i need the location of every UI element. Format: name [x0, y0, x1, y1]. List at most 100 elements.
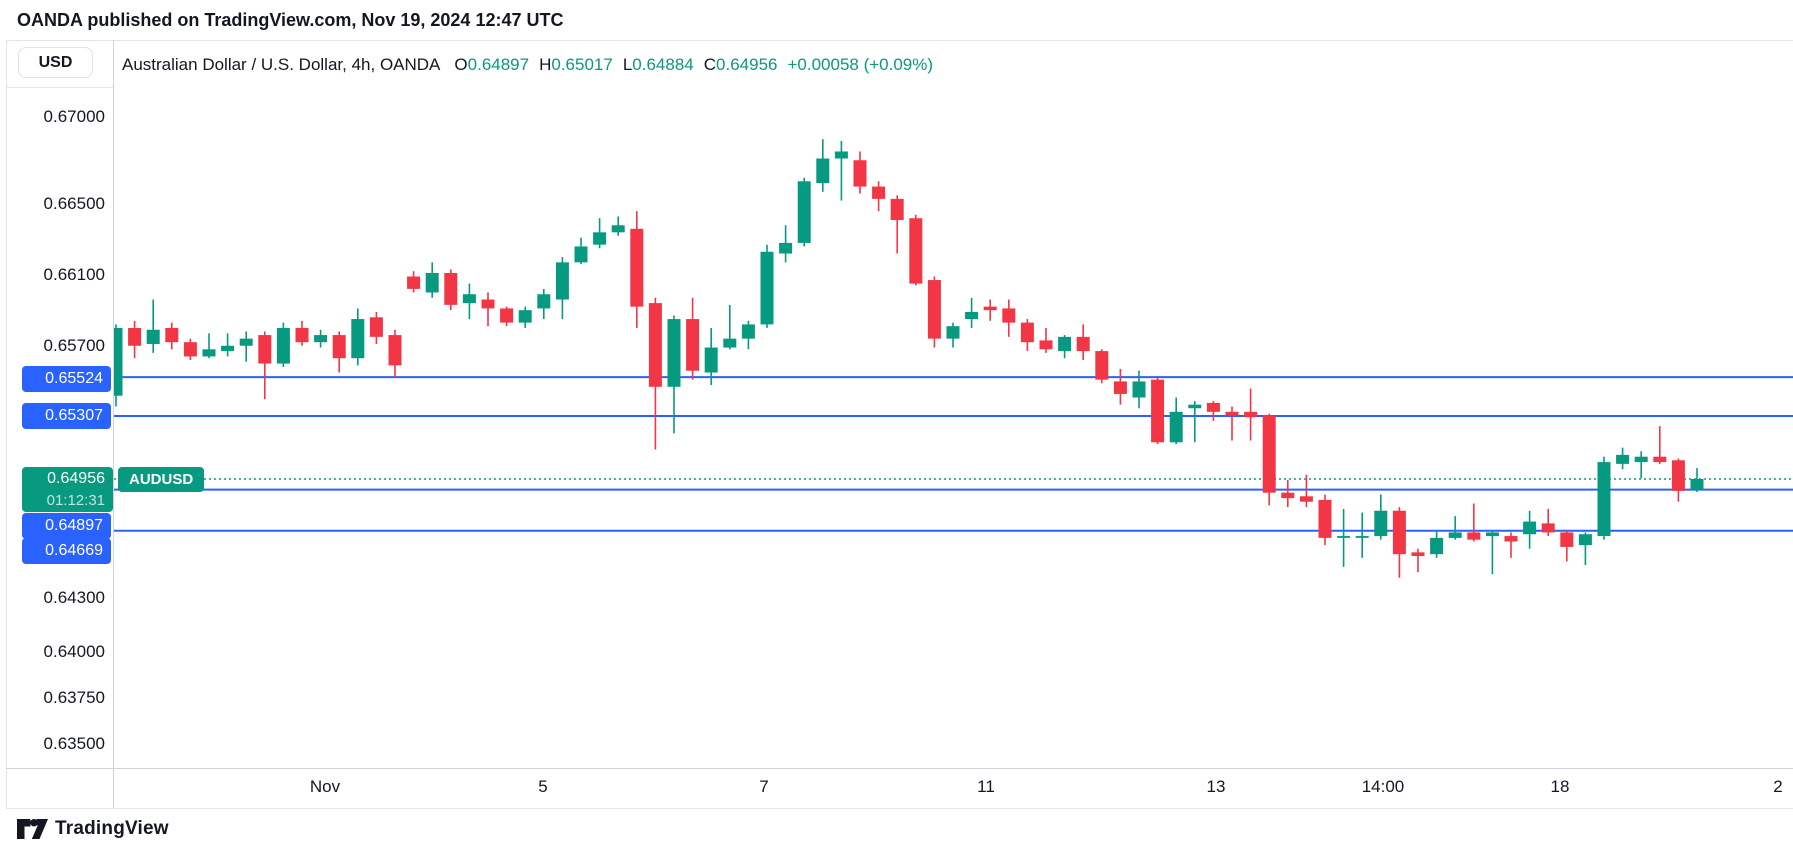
candle — [797, 177, 811, 247]
time-axis-label: 14:00 — [1361, 777, 1405, 796]
candle — [1430, 530, 1444, 558]
time-axis-separator[interactable] — [6, 768, 1793, 769]
candle — [444, 269, 458, 311]
price-level-badge: 0.65524 — [22, 366, 111, 392]
candle — [183, 338, 197, 361]
candle — [667, 315, 681, 434]
candle — [1355, 512, 1369, 558]
time-axis-label: 11 — [977, 777, 995, 796]
candle — [239, 331, 253, 362]
candle — [1299, 474, 1313, 508]
candle — [221, 333, 235, 357]
candle — [1485, 530, 1499, 575]
candle — [1504, 532, 1518, 558]
candle — [1244, 388, 1258, 441]
candle — [1225, 406, 1239, 441]
candle — [686, 297, 700, 380]
candle — [518, 306, 532, 328]
candle — [1560, 530, 1574, 562]
candle — [816, 139, 830, 192]
candle — [1597, 456, 1611, 540]
candle — [114, 324, 123, 407]
candle — [128, 320, 142, 359]
candle — [1151, 377, 1165, 445]
attribution-text: OANDA published on TradingView.com, Nov … — [17, 10, 564, 30]
price-tick-label: 0.64300 — [43, 587, 105, 607]
candle — [1076, 324, 1090, 361]
candle — [1374, 494, 1388, 540]
candle — [1095, 349, 1109, 384]
candle — [1467, 503, 1481, 542]
candle — [500, 306, 514, 327]
candle — [1206, 401, 1220, 421]
candle — [704, 327, 718, 385]
candle — [1020, 319, 1034, 352]
current-price-badge: 0.64956 01:12:31 — [22, 467, 113, 512]
candle — [1671, 458, 1685, 502]
tradingview-logo[interactable]: TradingView — [17, 818, 169, 840]
candle — [909, 214, 923, 286]
candle — [1448, 516, 1462, 540]
time-axis-label: 7 — [759, 777, 769, 796]
ohlc-high: H0.65017 — [539, 55, 613, 74]
candle — [1132, 370, 1146, 409]
unit-cell-border — [6, 87, 113, 88]
tradingview-logo-icon — [17, 819, 48, 839]
candle — [1002, 299, 1016, 337]
currency-unit-button[interactable]: USD — [18, 47, 93, 78]
candle — [834, 140, 848, 201]
symbol-title-row: Australian Dollar / U.S. Dollar, 4h, OAN… — [122, 54, 933, 76]
candle — [258, 331, 272, 400]
candle — [946, 322, 960, 348]
candle — [276, 322, 290, 368]
current-price-value: 0.64956 — [47, 470, 105, 487]
candle — [648, 297, 662, 450]
candle — [1337, 508, 1351, 567]
candle — [1392, 507, 1406, 578]
bar-countdown: 01:12:31 — [46, 492, 105, 509]
price-tick-label: 0.66100 — [43, 264, 105, 284]
candle — [779, 225, 793, 263]
candle — [332, 331, 346, 373]
candle — [388, 329, 402, 378]
price-axis-separator[interactable] — [113, 40, 114, 808]
candle — [146, 299, 160, 353]
widget-top-border — [6, 40, 1793, 41]
candle — [202, 333, 216, 359]
candle — [407, 271, 421, 293]
candle — [723, 304, 737, 350]
candle — [1058, 335, 1072, 359]
candle — [965, 297, 979, 328]
price-tick-label: 0.65700 — [43, 335, 105, 355]
candle — [555, 257, 569, 320]
symbol-description: Australian Dollar / U.S. Dollar, 4h, OAN… — [122, 55, 441, 74]
candle — [890, 195, 904, 254]
candle — [611, 216, 625, 236]
candle — [593, 218, 607, 249]
candle — [1578, 532, 1592, 566]
candle — [481, 292, 495, 327]
candle — [1523, 510, 1537, 549]
time-axis-label: 18 — [1550, 777, 1570, 796]
candle — [1281, 480, 1295, 508]
candle — [462, 283, 476, 320]
candle — [1039, 327, 1053, 353]
candle — [165, 322, 179, 350]
candle — [314, 329, 328, 348]
price-tick-label: 0.63500 — [43, 734, 105, 754]
ohlc-close: C0.64956 — [703, 55, 778, 74]
candle — [927, 276, 941, 348]
widget-left-border — [6, 40, 7, 808]
candle — [872, 181, 886, 212]
candle — [537, 288, 551, 320]
symbol-price-line-tag: AUDUSD — [118, 467, 205, 492]
candle — [425, 262, 439, 298]
candle — [630, 211, 644, 328]
price-level-badge: 0.65307 — [22, 403, 111, 429]
price-level-badge: 0.64897 — [22, 513, 111, 539]
candle — [574, 237, 588, 265]
candle — [1634, 451, 1648, 479]
price-level-badge: 0.64669 — [22, 538, 111, 564]
